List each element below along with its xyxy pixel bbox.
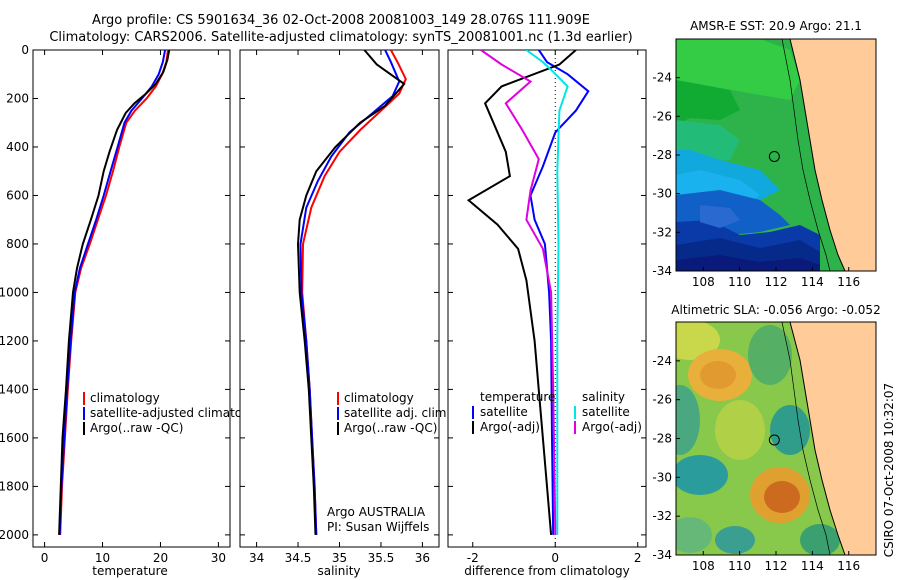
difference-series-temperature-argo-adj xyxy=(466,50,577,535)
sst-map-ytick-label: -24 xyxy=(652,71,672,85)
depth-ytick-label: 1400 xyxy=(0,382,29,396)
sla-map-panel: Altimetric SLA: -0.056 Argo: -0.052 108 1… xyxy=(652,303,880,573)
salinity-legend: climatology satellite adj. clim. Argo(..… xyxy=(337,391,450,435)
salinity-annotation-line2: PI: Susan Wijffels xyxy=(327,520,429,534)
difference-xtick-label: 2 xyxy=(634,551,642,565)
sst-map-ytick-label: -30 xyxy=(652,187,672,201)
sst-map-float-marker xyxy=(768,150,780,162)
temperature-xtick-label: 20 xyxy=(153,551,168,565)
sla-map-xtick-label: 108 xyxy=(692,559,715,573)
difference-legend-temp-satellite: satellite xyxy=(480,405,528,419)
salinity-xlabel: salinity xyxy=(317,564,360,578)
sla-map-ytick-label: -34 xyxy=(652,548,672,562)
temperature-xtick-label: 10 xyxy=(95,551,110,565)
depth-ytick-label: 400 xyxy=(6,140,29,154)
salinity-xtick-label: 35.5 xyxy=(368,551,395,565)
temperature-legend-satellite: satellite-adjusted climatology xyxy=(90,406,268,420)
temperature-series-argo-raw-qc xyxy=(58,50,171,535)
salinity-legend-argo: Argo(..raw -QC) xyxy=(344,421,437,435)
salinity-panel: 34 34.5 35 35.5 36 salinity climatology sate… xyxy=(239,49,450,578)
depth-ytick-label: 1200 xyxy=(0,334,29,348)
sst-map-panel: AMSR-E SST: 20.9 Argo: 21.1 108 110 112 114… xyxy=(652,19,877,289)
difference-series-salinity-satellite xyxy=(525,50,569,535)
salinity-annotation-line1: Argo AUSTRALIA xyxy=(327,505,426,519)
depth-ytick-label: 1000 xyxy=(0,285,29,299)
sst-map-ytick-label: -26 xyxy=(652,109,672,123)
difference-panel: -2 0 2 difference from climatology tempera… xyxy=(447,49,647,578)
sst-map-ytick-label: -34 xyxy=(652,264,672,278)
temperature-panel: 0 10 20 30 0 200 400 600 800 1000 1200 1400 1600 1800… xyxy=(0,43,268,578)
difference-axes-box xyxy=(447,49,647,548)
depth-ytick-label: 1800 xyxy=(0,479,29,493)
depth-ytick-label: 2000 xyxy=(0,528,29,542)
side-timestamp-label: CSIRO 07-Oct-2008 10:32:07 xyxy=(882,383,896,557)
depth-ytick-label: 1600 xyxy=(0,431,29,445)
difference-series-salinity-argo-adj xyxy=(480,50,557,535)
temperature-legend: climatology satellite-adjusted climatolo… xyxy=(83,391,268,435)
salinity-axes-box xyxy=(239,49,440,548)
figure-title-line1: Argo profile: CS 5901634_36 02-Oct-2008 … xyxy=(92,13,590,28)
difference-legend: temperature salinity satellite Argo(-adj… xyxy=(472,390,642,434)
figure-title-line2: Climatology: CARS2006. Satellite-adjuste… xyxy=(49,30,632,45)
difference-xtick-label: -2 xyxy=(467,551,479,565)
sst-map-xtick-label: 116 xyxy=(837,275,860,289)
sst-map-xtick-label: 110 xyxy=(728,275,751,289)
difference-legend-salinity-title: salinity xyxy=(582,390,625,404)
sla-map-image xyxy=(676,322,876,555)
sla-map-float-marker xyxy=(768,434,780,446)
sla-map-ytick-label: -28 xyxy=(652,432,672,446)
depth-ytick-label: 800 xyxy=(6,237,29,251)
difference-xlabel: difference from climatology xyxy=(464,564,630,578)
salinity-xtick-label: 34.5 xyxy=(285,551,312,565)
sst-map-xtick-label: 114 xyxy=(801,275,824,289)
temperature-xlabel: temperature xyxy=(92,564,167,578)
depth-ytick-label: 0 xyxy=(21,43,29,57)
sst-map-xtick-label: 108 xyxy=(692,275,715,289)
sst-map-xtick-label: 112 xyxy=(765,275,788,289)
salinity-xtick-label: 36 xyxy=(415,551,430,565)
temperature-xtick-label: 0 xyxy=(41,551,49,565)
sst-map-ytick-label: -32 xyxy=(652,225,672,239)
difference-legend-temperature-title: temperature xyxy=(480,390,555,404)
depth-ytick-label: 200 xyxy=(6,91,29,105)
temperature-series-satellite-adjusted-climatology xyxy=(58,50,167,535)
sla-map-xtick-label: 114 xyxy=(801,559,824,573)
depth-ytick-label: 600 xyxy=(6,188,29,202)
sst-map-title: AMSR-E SST: 20.9 Argo: 21.1 xyxy=(690,19,862,33)
salinity-legend-climatology: climatology xyxy=(344,391,414,405)
salinity-legend-satellite: satellite adj. clim. xyxy=(344,406,450,420)
sla-map-title: Altimetric SLA: -0.056 Argo: -0.052 xyxy=(671,303,880,317)
difference-legend-temp-argo: Argo(-adj) xyxy=(480,420,540,434)
salinity-xtick-label: 35 xyxy=(332,551,347,565)
difference-xtick-label: 0 xyxy=(551,551,559,565)
temperature-legend-climatology: climatology xyxy=(90,391,160,405)
salinity-xtick-label: 34 xyxy=(249,551,264,565)
salinity-series-argo-raw-qc xyxy=(296,50,406,535)
sla-map-xtick-label: 112 xyxy=(765,559,788,573)
sla-map-ytick-label: -24 xyxy=(652,354,672,368)
sst-map-image xyxy=(676,39,876,271)
temperature-legend-argo: Argo(..raw -QC) xyxy=(90,421,183,435)
temperature-xtick-label: 30 xyxy=(211,551,226,565)
sst-map-ytick-label: -28 xyxy=(652,148,672,162)
difference-legend-sal-argo: Argo(-adj) xyxy=(582,420,642,434)
difference-series-temperature-satellite xyxy=(529,50,590,535)
temperature-axes-box xyxy=(32,49,231,548)
sla-map-ytick-label: -32 xyxy=(652,509,672,523)
sla-map-ytick-label: -30 xyxy=(652,470,672,484)
sla-map-xtick-label: 110 xyxy=(728,559,751,573)
sla-map-xtick-label: 116 xyxy=(837,559,860,573)
difference-legend-sal-satellite: satellite xyxy=(582,405,630,419)
sla-map-ytick-label: -26 xyxy=(652,393,672,407)
